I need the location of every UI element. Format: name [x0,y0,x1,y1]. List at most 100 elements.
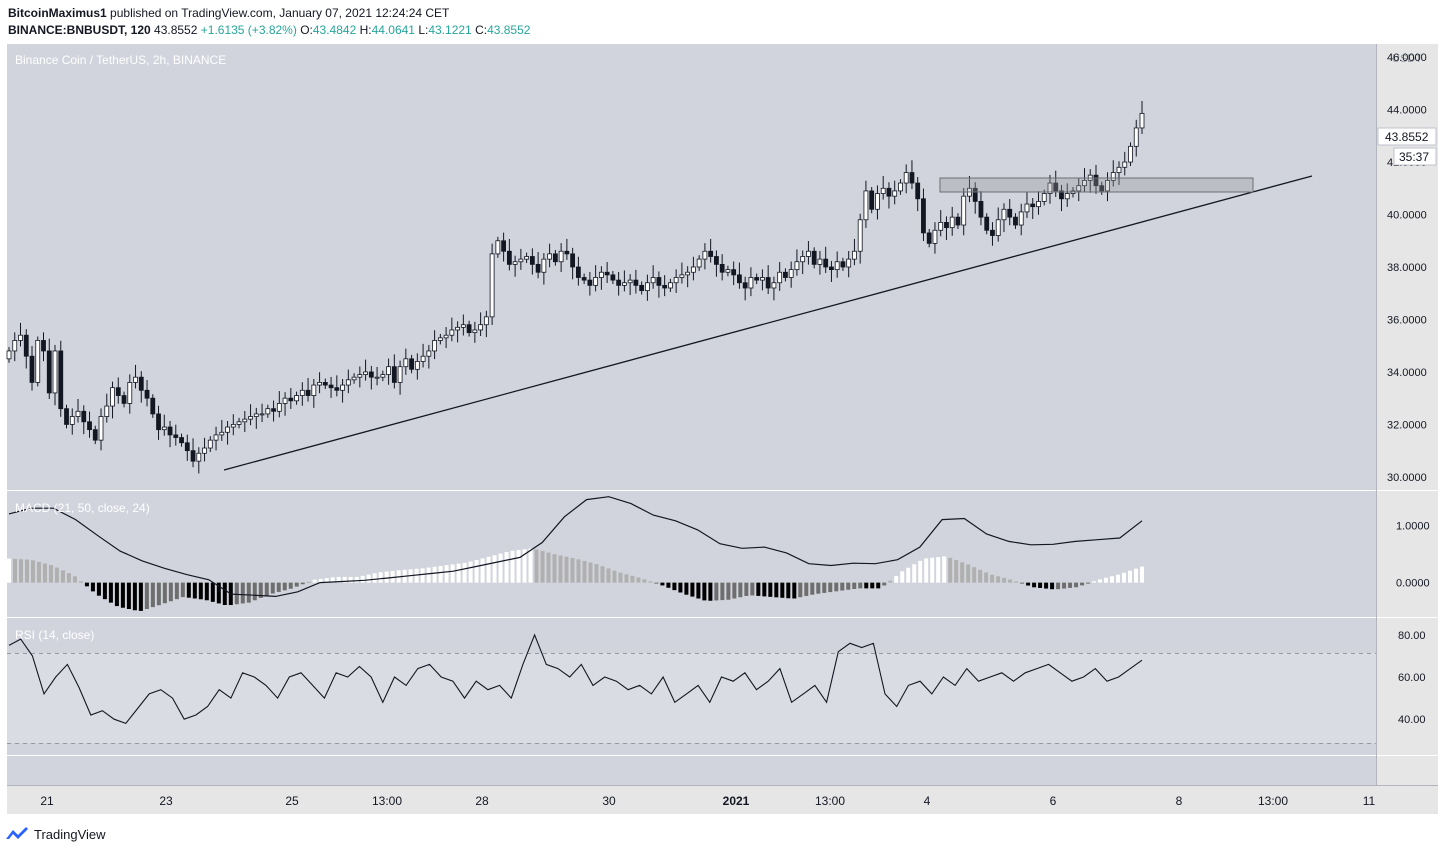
candle-body [742,282,748,289]
candle-body [667,282,673,289]
macd-histogram-bar [414,568,419,583]
candle-body [541,258,547,273]
candle-body [886,187,892,197]
macd-histogram-bar [768,582,773,597]
macd-histogram-bar [474,559,479,583]
candle-body [483,316,489,326]
candle-body [817,258,823,265]
time-tick-label: 11 [1363,794,1376,808]
candle-body [811,250,817,265]
low-value: 43.1221 [428,23,472,37]
candlestick-series [6,101,1145,474]
candle-body [1018,211,1024,226]
candle-body [506,250,512,265]
candle-body [242,418,248,423]
footer-branding[interactable]: TradingView [6,824,106,844]
ascending-support-line[interactable] [223,175,1313,471]
candle-body [317,382,322,386]
macd-histogram-bar [1110,576,1115,583]
resistance-box[interactable] [939,177,1254,193]
macd-histogram-bar [816,582,821,594]
macd-histogram-bar [924,558,929,583]
macd-histogram-bar [864,582,869,589]
candle-body [173,434,179,438]
macd-histogram-bar [264,582,269,596]
macd-histogram-bar [948,557,953,583]
macd-histogram-bar [198,582,203,600]
macd-histogram-bar [954,560,959,583]
macd-histogram-bar [132,582,137,611]
candle-body [449,329,455,336]
rsi-tick-label: 60.00 [1398,672,1426,684]
macd-histogram-bar [36,561,41,583]
macd-histogram-bar [276,582,281,592]
candle-body [403,358,409,368]
open-value: 43.4842 [312,23,357,37]
macd-histogram-bar [1050,582,1055,590]
macd-histogram-bar [726,582,731,600]
macd-histogram-bar [570,557,575,583]
time-tick-label: 13:00 [372,794,402,808]
price-axis[interactable] [1376,44,1438,786]
main-pane-title: Binance Coin / TetherUS, 2h, BINANCE [15,53,226,67]
candle-body [570,253,576,268]
macd-histogram-bar [378,572,383,583]
macd-histogram-bar [486,556,491,583]
candle-body [1047,182,1053,194]
candle-body [673,277,679,284]
macd-histogram-bar [108,582,113,603]
macd-histogram-bar [252,582,257,601]
candle-body [1116,166,1122,173]
macd-histogram-bar [846,582,851,590]
macd-histogram-bar [900,571,905,583]
candle-body [1007,208,1013,218]
macd-histogram-bar [606,568,611,583]
macd-histogram-bar [360,575,365,583]
macd-histogram-bar [552,554,557,583]
candle-body [1013,216,1018,226]
macd-histogram-bar [420,568,425,583]
author-name[interactable]: BitcoinMaximus1 [8,6,107,20]
time-axis[interactable] [7,786,1438,814]
macd-histogram-bar [1122,572,1127,583]
candle-body [288,397,294,402]
macd-histogram-bar [990,574,995,583]
candle-body [575,266,581,278]
macd-line [8,496,1143,598]
candle-body [852,250,857,260]
candle-body [455,326,460,331]
candle-body [110,387,115,407]
candle-body [322,382,328,386]
macd-histogram-bar [516,550,521,583]
macd-histogram-bar [810,582,815,595]
macd-histogram-bar [936,557,941,583]
macd-histogram-bar [270,582,275,594]
candle-body [92,429,98,441]
candle-body [564,250,570,255]
macd-histogram-bar [930,557,935,583]
candle-body [305,389,311,396]
time-ticks: 21 23 25 13:00 28 30 2021 13:00 4 6 8 13:00 11 [40,794,1375,808]
candle-body [771,282,777,289]
candle-body [754,277,760,281]
macd-histogram-bar [246,582,251,603]
candle-body [248,416,253,420]
macd-histogram-bar [1134,568,1139,583]
close-label: C: [475,23,488,37]
time-tick-label: 4 [924,794,931,808]
candle-body [892,190,898,197]
macd-histogram-bar [342,576,347,583]
candle-body [518,258,524,263]
macd-histogram-bar [240,582,245,604]
macd-histogram-bar [66,573,71,583]
time-tick-label: 21 [40,794,54,808]
macd-histogram-bar [888,580,893,583]
candle-body [41,340,46,352]
macd-histogram-bar [852,582,857,589]
macd-histogram-bar [432,566,437,583]
macd-histogram-bar [534,549,539,583]
candle-body [978,201,984,218]
macd-histogram-bar [942,556,947,583]
candle-body [926,232,932,244]
